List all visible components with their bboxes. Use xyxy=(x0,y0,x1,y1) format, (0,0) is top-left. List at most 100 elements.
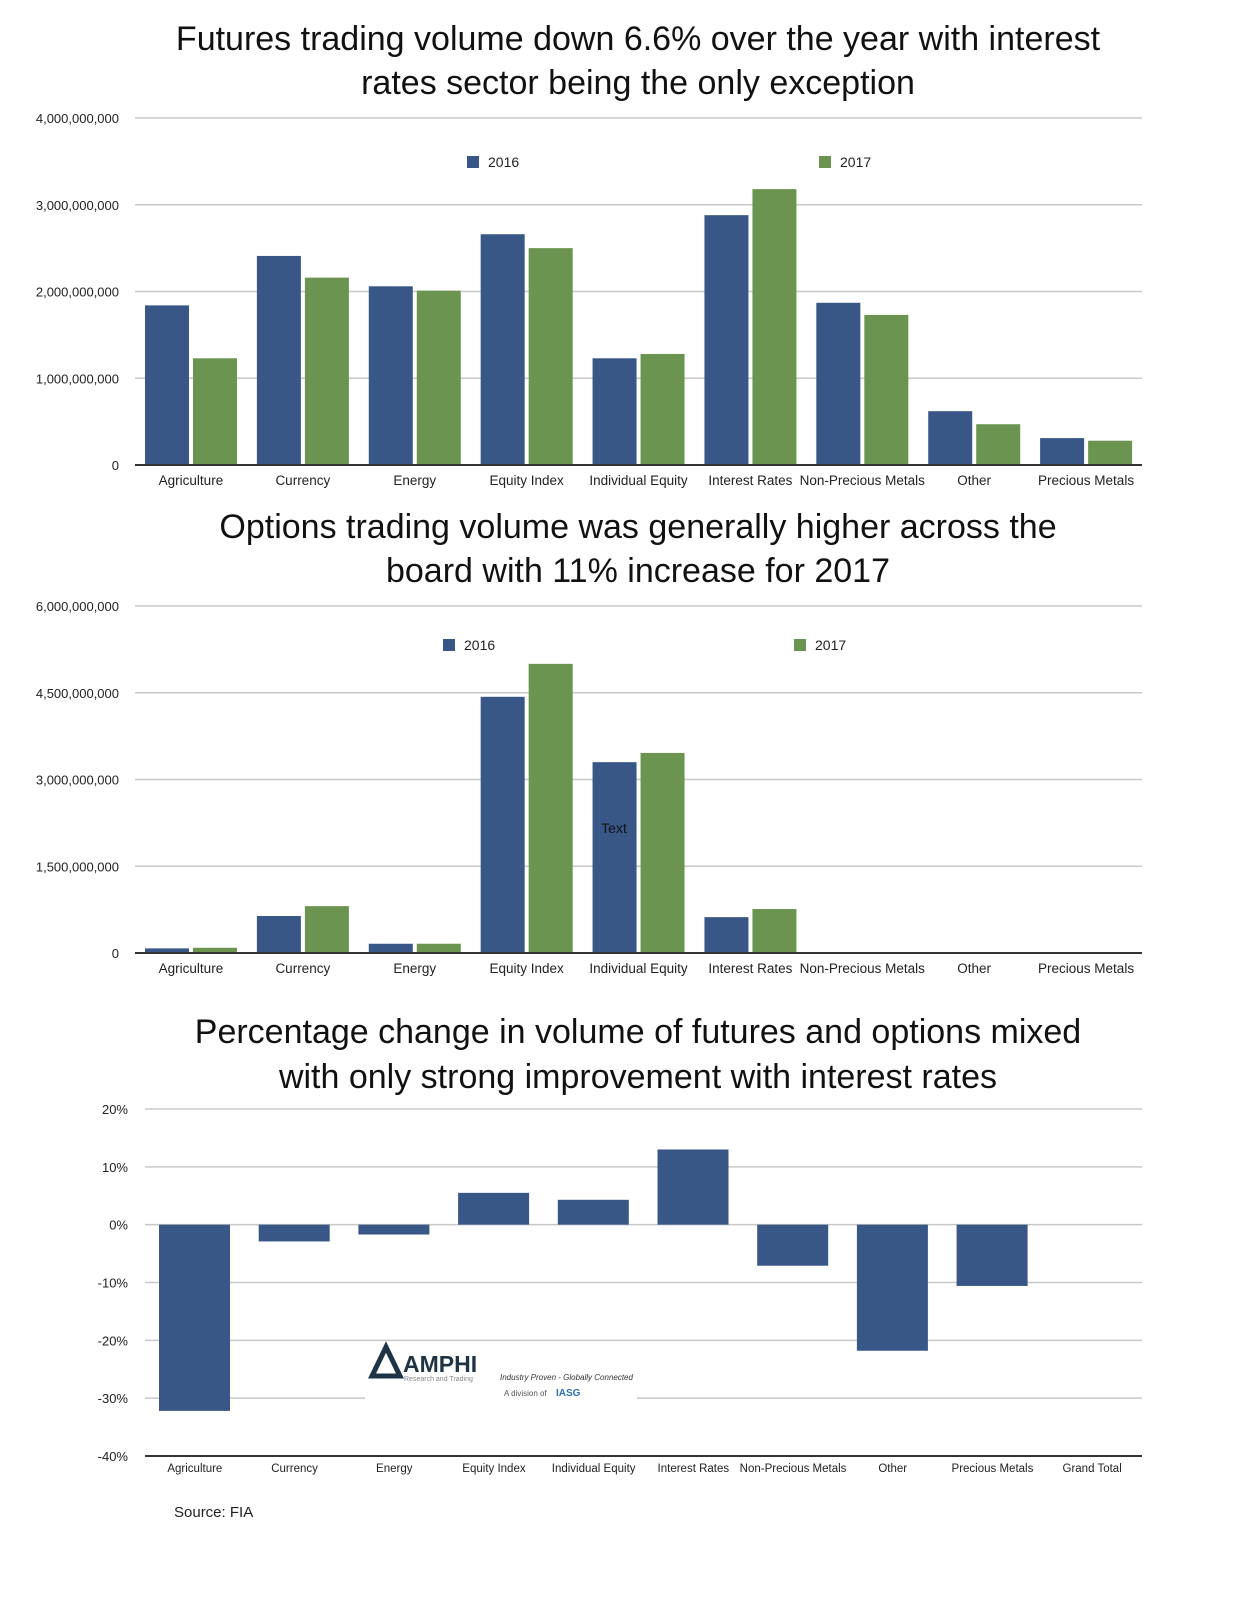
logo-division: A division of xyxy=(504,1389,547,1398)
y-tick-label: 1,500,000,000 xyxy=(36,859,119,874)
x-tick-label: Other xyxy=(878,1463,907,1475)
legend-swatch-2017 xyxy=(794,639,806,651)
x-tick-label: Non-Precious Metals xyxy=(800,961,926,976)
bar-2016 xyxy=(592,762,637,953)
bar-2017 xyxy=(864,314,909,465)
bar-2017 xyxy=(752,909,797,953)
bar-2016 xyxy=(480,234,525,465)
y-tick-label: -10% xyxy=(98,1276,129,1291)
x-tick-label: Precious Metals xyxy=(1038,961,1134,976)
bar-2017 xyxy=(640,752,685,953)
logo-background xyxy=(365,1360,637,1402)
bar-2016 xyxy=(368,286,413,465)
x-tick-label: Precious Metals xyxy=(1038,473,1134,488)
bar-percent-change xyxy=(657,1149,729,1225)
y-tick-label: 0 xyxy=(112,458,119,473)
bar-percent-change xyxy=(856,1224,928,1351)
chart-title: Futures trading volume down 6.6% over th… xyxy=(176,20,1101,58)
x-tick-label: Interest Rates xyxy=(708,473,792,488)
bar-2017 xyxy=(976,424,1021,465)
x-tick-label: Non-Precious Metals xyxy=(800,473,926,488)
x-tick-label: Currency xyxy=(275,961,330,976)
logo-tagline: Industry Proven - Globally Connected xyxy=(500,1373,634,1382)
bar-2017 xyxy=(304,906,349,953)
bar-2016 xyxy=(145,305,189,465)
x-tick-label: Equity Index xyxy=(489,473,564,488)
x-tick-label: Energy xyxy=(376,1463,413,1475)
x-tick-label: Energy xyxy=(393,473,436,488)
bar-2017 xyxy=(304,277,349,465)
x-tick-label: Agriculture xyxy=(159,473,224,488)
legend-label: 2016 xyxy=(464,637,495,653)
bar-2016 xyxy=(1040,438,1085,465)
bar-2016 xyxy=(592,358,637,465)
y-tick-label: 0% xyxy=(109,1218,128,1233)
bar-2016 xyxy=(816,302,861,465)
bar-2017 xyxy=(528,663,573,953)
x-tick-label: Equity Index xyxy=(489,961,564,976)
bar-2016 xyxy=(704,215,749,465)
bar-2016 xyxy=(256,915,301,953)
bar-2016 xyxy=(480,696,525,953)
x-tick-label: Currency xyxy=(275,473,330,488)
bar-percent-change xyxy=(956,1224,1028,1286)
x-tick-label: Energy xyxy=(393,961,436,976)
bar-2016 xyxy=(256,255,301,465)
x-tick-label: Agriculture xyxy=(159,961,224,976)
x-tick-label: Other xyxy=(957,473,991,488)
y-tick-label: 6,000,000,000 xyxy=(36,599,119,614)
x-tick-label: Non-Precious Metals xyxy=(740,1463,847,1475)
logo-subtitle: Research and Trading xyxy=(404,1376,473,1383)
bar-2016 xyxy=(368,943,413,953)
x-tick-label: Precious Metals xyxy=(952,1463,1034,1475)
bar-2017 xyxy=(528,248,573,465)
chart-title: board with 11% increase for 2017 xyxy=(386,552,890,590)
x-tick-label: Interest Rates xyxy=(708,961,792,976)
legend-label: 2016 xyxy=(488,154,519,170)
y-tick-label: 20% xyxy=(102,1102,128,1117)
x-tick-label: Individual Equity xyxy=(552,1463,636,1475)
chart-title: Percentage change in volume of futures a… xyxy=(195,1013,1081,1051)
x-tick-label: Individual Equity xyxy=(589,961,688,976)
bar-2017 xyxy=(752,189,797,465)
bar-2016 xyxy=(928,411,973,465)
y-tick-label: -20% xyxy=(98,1333,129,1348)
y-tick-label: -40% xyxy=(98,1449,129,1464)
logo-name: AMPHI xyxy=(403,1351,477,1377)
y-tick-label: 3,000,000,000 xyxy=(36,198,119,213)
y-tick-label: 1,000,000,000 xyxy=(36,371,119,386)
bar-percent-change xyxy=(458,1192,530,1225)
chart-title: with only strong improvement with intere… xyxy=(278,1058,997,1096)
x-tick-label: Other xyxy=(957,961,991,976)
y-tick-label: 3,000,000,000 xyxy=(36,773,119,788)
legend-swatch-2016 xyxy=(443,639,455,651)
x-tick-label: Grand Total xyxy=(1063,1463,1122,1475)
y-tick-label: 0 xyxy=(112,946,119,961)
bar-2016 xyxy=(704,917,749,953)
legend-label: 2017 xyxy=(815,637,846,653)
y-tick-label: 10% xyxy=(102,1160,128,1175)
bar-2017 xyxy=(1088,440,1133,465)
bar-2017 xyxy=(640,353,685,465)
annotation-text: Text xyxy=(601,820,627,836)
bar-2017 xyxy=(416,943,461,953)
bar-2017 xyxy=(193,947,237,953)
y-tick-label: 4,000,000,000 xyxy=(36,111,119,126)
bar-percent-change xyxy=(358,1224,430,1235)
bar-2016 xyxy=(145,948,189,953)
y-tick-label: 4,500,000,000 xyxy=(36,686,119,701)
logo-icon xyxy=(368,1341,404,1379)
x-tick-label: Interest Rates xyxy=(658,1463,730,1475)
bar-percent-change xyxy=(557,1199,629,1225)
y-tick-label: 2,000,000,000 xyxy=(36,285,119,300)
source-note: Source: FIA xyxy=(174,1504,254,1521)
x-tick-label: Agriculture xyxy=(167,1463,222,1475)
y-tick-label: -30% xyxy=(98,1391,129,1406)
legend-label: 2017 xyxy=(840,154,871,170)
bar-2017 xyxy=(193,358,237,465)
logo-division-brand: IASG xyxy=(556,1388,581,1399)
legend-swatch-2016 xyxy=(467,156,479,168)
x-tick-label: Currency xyxy=(271,1463,318,1475)
